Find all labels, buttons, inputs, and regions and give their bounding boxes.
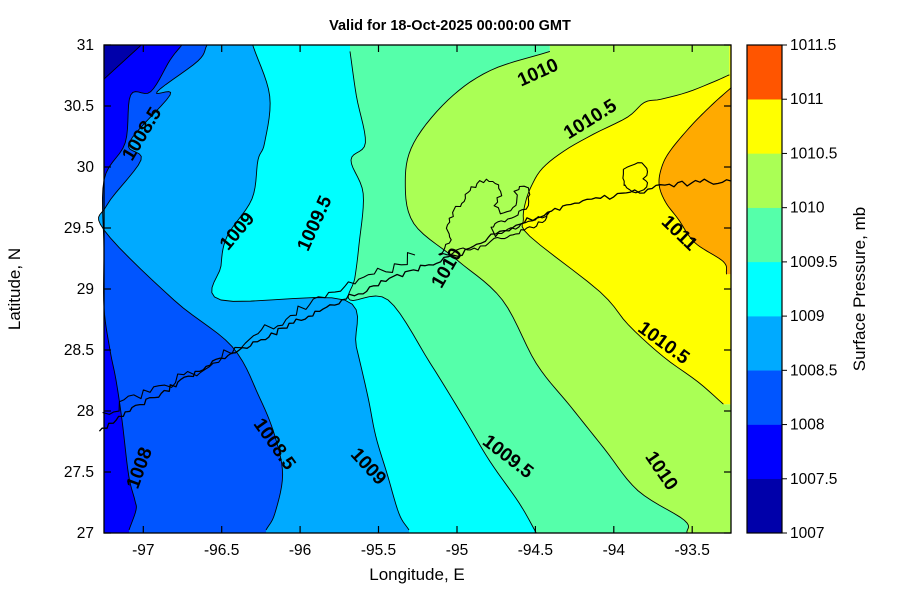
svg-text:31: 31 [77, 37, 94, 54]
svg-text:-95.5: -95.5 [361, 542, 396, 559]
svg-text:27.5: 27.5 [64, 464, 94, 481]
svg-text:Surface Pressure, mb: Surface Pressure, mb [850, 207, 869, 371]
svg-text:1010.5: 1010.5 [790, 145, 837, 162]
svg-text:29.5: 29.5 [64, 220, 94, 237]
svg-text:Longitude, E: Longitude, E [369, 565, 464, 584]
svg-text:1007.5: 1007.5 [790, 471, 837, 488]
svg-text:-96: -96 [289, 542, 311, 559]
svg-text:Valid for 18-Oct-2025 00:00:00: Valid for 18-Oct-2025 00:00:00 GMT [329, 18, 571, 34]
svg-text:1009.5: 1009.5 [790, 254, 837, 271]
svg-text:1008: 1008 [790, 417, 824, 434]
svg-text:30: 30 [77, 159, 95, 176]
svg-text:1007: 1007 [790, 525, 824, 542]
svg-text:-95: -95 [446, 542, 468, 559]
svg-text:30.5: 30.5 [64, 98, 94, 115]
svg-text:27: 27 [77, 525, 94, 542]
svg-text:1008.5: 1008.5 [790, 362, 837, 379]
svg-text:28: 28 [77, 403, 94, 420]
svg-text:-94: -94 [603, 542, 626, 559]
svg-text:29: 29 [77, 281, 94, 298]
svg-text:1011.5: 1011.5 [790, 37, 836, 54]
svg-text:1010: 1010 [790, 200, 825, 217]
svg-text:28.5: 28.5 [64, 342, 94, 359]
svg-text:-94.5: -94.5 [518, 542, 553, 559]
svg-text:-96.5: -96.5 [204, 542, 239, 559]
svg-text:1009: 1009 [790, 308, 824, 325]
svg-text:Latitude, N: Latitude, N [5, 248, 24, 330]
svg-text:1011: 1011 [790, 91, 823, 108]
svg-text:-93.5: -93.5 [675, 542, 710, 559]
svg-text:-97: -97 [132, 542, 154, 559]
